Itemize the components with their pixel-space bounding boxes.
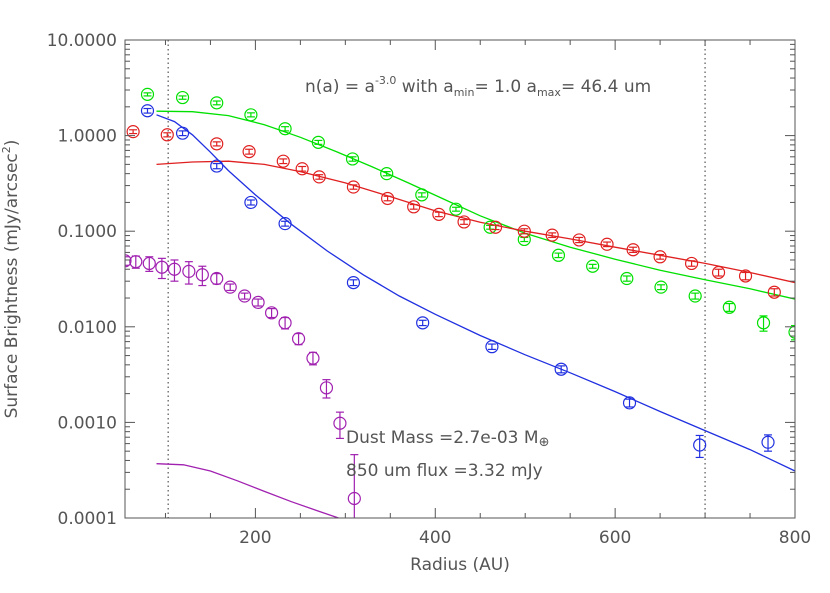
data-point-1 [210, 96, 224, 110]
data-point-1 [311, 135, 325, 149]
data-point-2 [626, 243, 640, 257]
earth-symbol: ⊕ [539, 435, 550, 450]
data-point-1 [278, 122, 292, 136]
data-point-2 [711, 265, 726, 280]
data-point-1 [688, 289, 702, 303]
y-tick-label: 0.0010 [58, 413, 117, 433]
data-point-2 [457, 215, 471, 229]
flux-label: 850 um flux =3.32 mJy [346, 461, 543, 481]
y-tick-label: 0.1000 [58, 222, 117, 242]
data-point-2 [572, 233, 586, 247]
data-point-1 [586, 259, 600, 273]
y-tick-label: 1.0000 [58, 127, 117, 147]
data-point-4 [182, 261, 196, 285]
data-point-3 [761, 434, 775, 452]
data-point-3 [416, 316, 430, 330]
data-point-4 [223, 280, 237, 294]
data-point-4 [291, 332, 306, 346]
model-curve-2 [156, 160, 795, 284]
data-point-1 [483, 220, 497, 234]
data-point-2 [684, 256, 699, 271]
data-point-1 [620, 271, 634, 286]
y-tick-label: 10.0000 [47, 31, 117, 51]
data-point-3 [622, 396, 637, 410]
data-point-4 [251, 295, 265, 309]
data-point-2 [295, 162, 309, 176]
data-point-3 [346, 275, 361, 290]
x-tick-label: 800 [779, 528, 811, 548]
plot-frame [124, 39, 796, 519]
x-tick-label: 600 [599, 528, 631, 548]
reference-lines [167, 40, 706, 518]
data-point-2 [738, 269, 753, 283]
data-point-1 [722, 300, 736, 314]
data-point-1 [175, 90, 190, 105]
data-point-4 [264, 306, 279, 320]
data-point-1 [380, 167, 394, 181]
data-point-1 [415, 188, 429, 202]
data-point-1 [140, 87, 155, 101]
data-point-2 [653, 250, 667, 264]
data-point-4 [306, 351, 320, 366]
data-point-3 [244, 195, 258, 210]
data-point-2 [432, 207, 446, 221]
model-curve-3 [156, 114, 795, 472]
data-point-1 [788, 324, 795, 341]
data-point-1 [551, 248, 566, 262]
model-curve-4 [156, 463, 341, 518]
data-point-4 [210, 271, 224, 286]
data-point-2 [517, 224, 531, 238]
data-point-1 [345, 152, 360, 166]
data-point-4 [238, 289, 252, 303]
model-curve-1 [156, 110, 795, 300]
data-point-3 [140, 104, 155, 118]
data-point-4 [319, 379, 334, 399]
data-point-2 [160, 128, 174, 142]
data-point-1 [654, 280, 668, 294]
x-tick-label: 200 [239, 528, 271, 548]
data-point-2 [312, 170, 326, 184]
data-point-3 [554, 362, 568, 376]
data-point-2 [600, 237, 614, 251]
data-point-2 [210, 137, 224, 151]
data-point-2 [346, 180, 361, 194]
data-points [125, 87, 795, 518]
data-point-4 [278, 316, 292, 330]
data-point-2 [126, 125, 140, 139]
y-tick-label: 0.0100 [58, 318, 117, 338]
axis-ticks: 200 400 600 800 10.0000 1.0000 0.1000 0.0100 0.0… [47, 31, 812, 548]
data-point-4 [125, 254, 132, 268]
data-point-2 [488, 220, 503, 234]
data-point-2 [407, 200, 421, 214]
x-tick-label: 400 [419, 528, 451, 548]
data-point-4 [129, 255, 143, 269]
data-point-2 [545, 228, 559, 242]
data-point-2 [276, 154, 290, 168]
data-point-1 [756, 315, 771, 332]
data-point-1 [244, 108, 258, 122]
data-point-4 [347, 454, 361, 518]
data-point-3 [210, 159, 224, 173]
dust-mass-label: Dust Mass =2.7e-03 M⊕ [346, 428, 549, 450]
data-point-4 [333, 411, 347, 440]
data-point-3 [175, 126, 190, 140]
y-tick-label: 0.0001 [58, 509, 117, 529]
data-point-4 [155, 257, 169, 280]
data-point-2 [381, 191, 395, 206]
data-point-2 [767, 285, 781, 299]
x-axis-label: Radius (AU) [410, 555, 510, 575]
data-point-3 [278, 217, 292, 231]
data-point-4 [195, 265, 209, 287]
data-point-3 [485, 340, 499, 354]
data-point-1 [449, 202, 463, 216]
data-point-4 [142, 256, 156, 272]
data-point-2 [242, 145, 256, 159]
data-point-4 [167, 259, 182, 282]
data-point-3 [693, 434, 707, 459]
model-curves [156, 110, 795, 518]
annotation: n(a) = a-3.0 with amin= 1.0 amax= 46.4 u… [305, 74, 651, 99]
y-axis-label: Surface Brightness (mJy/arcsec2) [0, 140, 22, 419]
